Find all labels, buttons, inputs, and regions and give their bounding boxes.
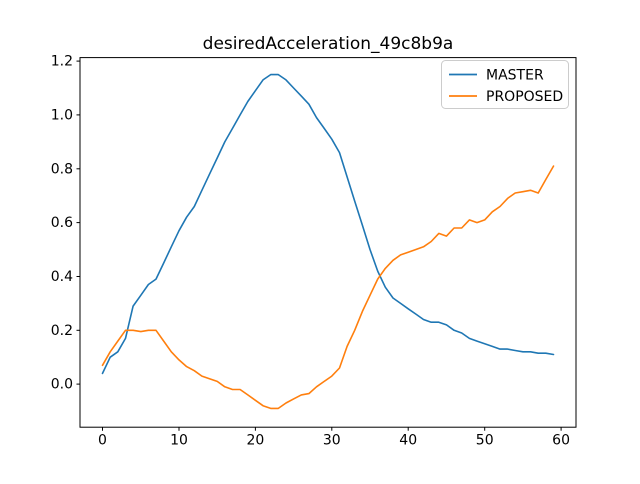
y-tick-label: 1.0 — [51, 107, 73, 123]
legend-label-proposed: PROPOSED — [486, 89, 563, 105]
y-tick-label: 0.4 — [51, 269, 73, 285]
legend: MASTER PROPOSED — [441, 60, 569, 109]
x-tick-label: 30 — [323, 433, 341, 449]
legend-label-master: MASTER — [486, 68, 544, 84]
chart-title: desiredAcceleration_49c8b9a — [203, 34, 454, 54]
axes-spines — [79, 57, 577, 428]
series-lines-group — [101, 73, 555, 410]
y-tick-label: 0.6 — [51, 215, 73, 231]
y-tick-label: 0.2 — [51, 323, 73, 339]
y-tick-label: 0.0 — [51, 377, 73, 393]
x-tick-label: 20 — [246, 433, 264, 449]
series-line-proposed — [101, 165, 555, 410]
y-tick-label: 0.8 — [51, 161, 73, 177]
series-line-master — [101, 73, 555, 375]
x-tick-label: 60 — [552, 433, 570, 449]
y-tick-label: 1.2 — [51, 54, 73, 70]
x-tick-label: 10 — [170, 433, 188, 449]
x-tick-label: 40 — [399, 433, 417, 449]
x-tick-label: 50 — [476, 433, 494, 449]
y-axis-ticks-group: 0.0 0.2 0.4 0.6 0.8 1.0 1.2 — [51, 54, 80, 393]
x-tick-label: 0 — [98, 433, 107, 449]
x-axis-ticks-group: 0 10 20 30 40 50 60 — [98, 427, 570, 449]
